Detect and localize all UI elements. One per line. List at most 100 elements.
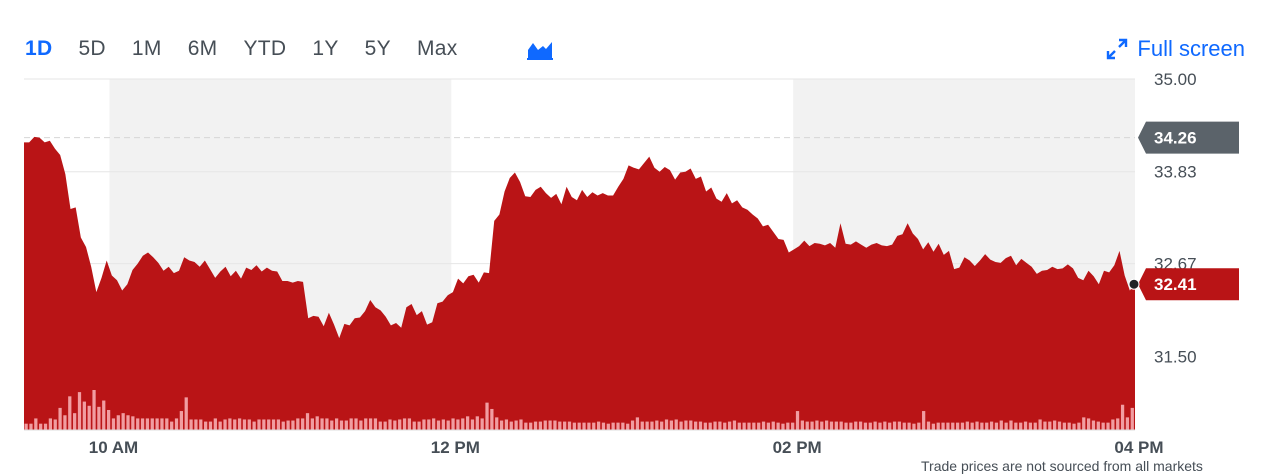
fullscreen-label: Full screen	[1137, 36, 1245, 61]
volume-bar	[601, 422, 606, 430]
volume-bar	[1101, 422, 1105, 430]
volume-bar	[305, 413, 310, 430]
range-tab-6m[interactable]: 6M	[187, 37, 218, 60]
volume-bar	[587, 422, 591, 430]
volume-bar	[213, 418, 217, 430]
range-tab-5d[interactable]: 5D	[78, 37, 106, 60]
volume-bar	[140, 418, 145, 430]
volume-bar	[354, 418, 358, 430]
volume-bar	[422, 419, 426, 430]
volume-bar	[1043, 421, 1047, 430]
x-tick-label: 02 PM	[773, 438, 822, 457]
volume-bar	[713, 421, 717, 430]
volume-bar	[965, 421, 969, 430]
mountain-chart-icon[interactable]	[527, 38, 553, 60]
volume-bar	[359, 420, 363, 430]
volume-bar	[29, 423, 33, 430]
volume-bar	[291, 420, 295, 430]
volume-bar	[815, 420, 819, 430]
volume-bar	[495, 417, 499, 430]
volume-bar	[771, 421, 775, 430]
previous-close-badge-shape	[1138, 121, 1239, 154]
volume-bar	[412, 421, 416, 430]
volume-bar	[664, 419, 669, 430]
volume-bar	[490, 408, 494, 430]
volume-bar	[1116, 418, 1120, 430]
volume-bar	[393, 420, 397, 430]
volume-bar	[136, 418, 140, 430]
volume-bar	[606, 423, 610, 430]
volume-bar	[271, 419, 276, 430]
volume-bar	[368, 418, 373, 430]
volume-bar	[228, 418, 232, 430]
range-tab-5y[interactable]: 5Y	[364, 37, 391, 60]
range-tab-1m[interactable]: 1M	[131, 37, 162, 60]
volume-bar	[582, 422, 586, 430]
range-tab-1d[interactable]: 1D	[25, 37, 53, 60]
volume-bar	[499, 420, 504, 430]
volume-bar	[24, 423, 28, 430]
volume-bar	[698, 421, 703, 430]
volume-bar	[121, 413, 125, 430]
volume-bar	[276, 419, 281, 430]
volume-bar	[800, 420, 804, 430]
range-tab-max[interactable]: Max	[416, 37, 458, 60]
volume-bar	[436, 420, 441, 430]
volume-bar	[252, 421, 256, 430]
footnote: Trade prices are not sourced from all ma…	[921, 458, 1203, 474]
volume-bar	[325, 418, 329, 430]
volume-bar	[810, 421, 814, 430]
volume-bar	[805, 421, 809, 430]
volume-bar	[63, 415, 67, 430]
volume-bar	[684, 420, 688, 430]
volume-bar	[611, 422, 615, 430]
volume-bar	[82, 401, 86, 430]
volume-bar	[1057, 421, 1062, 430]
volume-bar	[630, 420, 635, 430]
price-area	[24, 136, 1135, 430]
volume-bar	[883, 421, 887, 430]
volume-bar	[679, 421, 683, 430]
volume-bar	[621, 422, 625, 430]
volume-bar	[674, 419, 678, 430]
fullscreen-button[interactable]: Full screen	[1106, 36, 1245, 62]
volume-bar	[548, 420, 552, 430]
volume-bar	[854, 421, 858, 430]
volume-bar	[402, 418, 407, 430]
volume-bar	[204, 421, 208, 430]
volume-bar	[1033, 422, 1037, 430]
range-tab-ytd[interactable]: YTD	[243, 37, 287, 60]
volume-bar	[980, 422, 984, 430]
volume-bar	[398, 419, 402, 430]
volume-bar	[383, 421, 387, 430]
volume-bar	[732, 420, 737, 430]
volume-bar	[752, 422, 756, 430]
volume-bar	[616, 422, 620, 430]
volume-bar	[999, 420, 1003, 430]
volume-bar	[364, 418, 368, 430]
volume-bar	[218, 421, 222, 430]
volume-bar	[839, 421, 843, 430]
volume-bar	[456, 419, 460, 430]
volume-bar	[1125, 417, 1130, 430]
volume-bar	[179, 411, 183, 430]
volume-bar	[1028, 422, 1033, 430]
volume-bar	[960, 422, 965, 430]
volume-bar	[441, 419, 445, 430]
volume-bar	[237, 418, 242, 430]
range-tab-1y[interactable]: 1Y	[312, 37, 339, 60]
volume-bar	[970, 422, 974, 430]
volume-bar	[669, 420, 673, 430]
volume-bar	[1077, 422, 1081, 430]
volume-bar	[912, 423, 916, 430]
volume-bar	[111, 418, 116, 430]
volume-bar	[596, 421, 601, 430]
volume-bar	[558, 421, 562, 430]
volume-bar	[267, 419, 271, 430]
last-price-badge-shape	[1138, 268, 1239, 301]
y-tick-label: 35.00	[1154, 70, 1197, 89]
volume-bar	[475, 416, 479, 430]
volume-bar	[451, 418, 455, 430]
volume-bar	[116, 415, 120, 430]
